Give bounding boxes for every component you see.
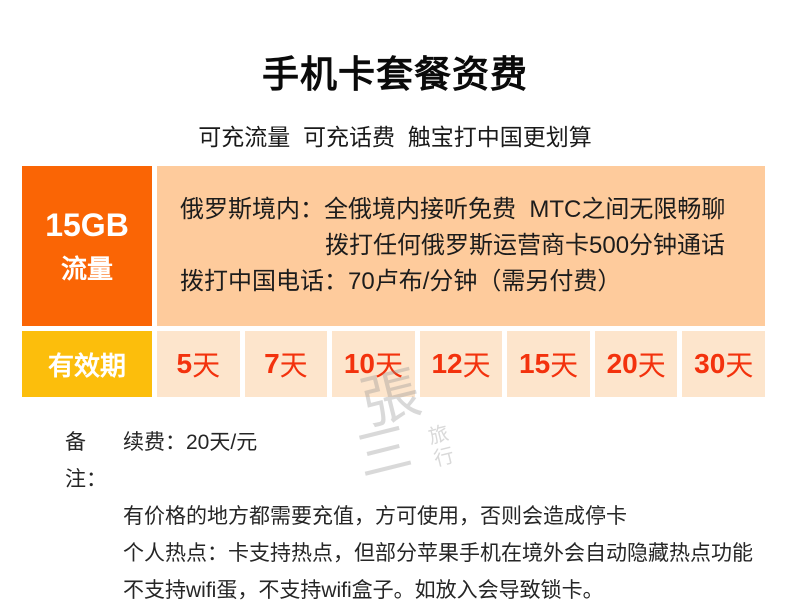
validity-option-days: 12 [431, 348, 463, 379]
page-subtitle: 可充流量 可充话费 触宝打中国更划算 [198, 124, 592, 150]
plan-data-amount: 15GB [45, 206, 129, 243]
validity-option-cell-10d: 10 天 [332, 331, 415, 397]
validity-option-unit: 天 [279, 350, 308, 381]
validity-option-days: 5 [176, 348, 193, 379]
note-line: 不支持wifi蛋，不支持wifi盒子。如放入会导致锁卡。 [123, 579, 604, 602]
validity-option-days: 10 [343, 348, 376, 379]
validity-option-unit: 天 [725, 350, 754, 381]
validity-option-cell-12d: 12 天 [419, 331, 503, 397]
note-line: 有价格的地方都需要充值，方可使用，否则会造成停卡 [123, 505, 627, 528]
plan-data-label: 流量 [60, 253, 113, 284]
validity-option-days: 20 [606, 348, 638, 379]
plan-description-cell: 俄罗斯境内：全俄境内接听免费 MTC之间无限畅聊 拨打任何俄罗斯运营商卡500分… [157, 166, 765, 326]
page-title: 手机卡套餐资费 [262, 54, 528, 95]
description-line-2: 拨打任何俄罗斯运营商卡500分钟通话 [325, 232, 726, 259]
validity-option-days: 30 [694, 348, 726, 379]
validity-option-unit: 天 [375, 350, 404, 381]
notes-section: 备注： 续费：20天/元 有价格的地方都需要充值，方可使用，否则会造成停卡 个人… [65, 424, 765, 609]
plan-row: 15GB 流量 俄罗斯境内：全俄境内接听免费 MTC之间无限畅聊 拨打任何俄罗斯… [22, 166, 765, 326]
description-line-3: 拨打中国电话：70卢布/分钟（需另付费） [180, 268, 622, 295]
validity-option-unit: 天 [192, 350, 221, 381]
validity-option-unit: 天 [637, 350, 666, 381]
note-text-1: 续费：20天/元 [123, 431, 258, 454]
plan-data-cell: 15GB 流量 [22, 166, 152, 326]
validity-option-cell-30d: 30 天 [682, 331, 766, 397]
validity-option-unit: 天 [462, 350, 491, 381]
validity-option-days: 7 [264, 348, 280, 379]
validity-option-cell-15d: 15 天 [507, 331, 590, 397]
validity-option-cell-20d: 20 天 [594, 331, 678, 397]
validity-option-unit: 天 [550, 350, 579, 381]
note-label: 备注： [65, 431, 107, 491]
validity-label-cell: 有效期 [22, 331, 152, 397]
validity-option-days: 15 [519, 348, 551, 379]
description-line-1: 俄罗斯境内：全俄境内接听免费 MTC之间无限畅聊 [180, 196, 726, 223]
rate-table: 15GB 流量 俄罗斯境内：全俄境内接听免费 MTC之间无限畅聊 拨打任何俄罗斯… [22, 166, 766, 397]
note-line: 个人热点：卡支持热点，但部分苹果手机在境外会自动隐藏热点功能 [123, 542, 753, 565]
note-line: 备注： 续费：20天/元 [65, 424, 765, 498]
